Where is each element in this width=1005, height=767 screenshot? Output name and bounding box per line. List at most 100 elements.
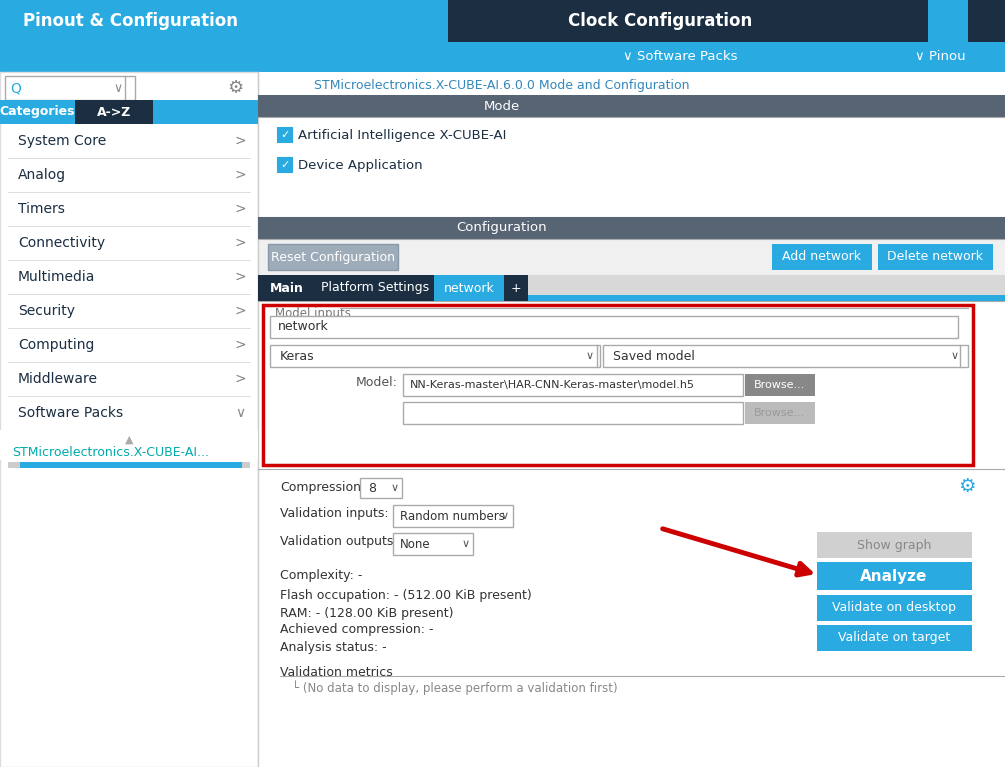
Text: >: > <box>234 338 246 352</box>
Bar <box>817 562 972 590</box>
Text: >: > <box>234 168 246 182</box>
Text: ∨ Pinou: ∨ Pinou <box>915 51 966 64</box>
Text: Random numbers: Random numbers <box>400 509 505 522</box>
Bar <box>278 128 292 142</box>
Text: network: network <box>443 281 494 295</box>
Text: Validate on desktop: Validate on desktop <box>832 601 956 614</box>
Text: Main: Main <box>270 281 304 295</box>
Text: >: > <box>234 202 246 216</box>
Bar <box>20 462 242 468</box>
Bar <box>5 76 135 100</box>
Text: ∨: ∨ <box>114 81 123 94</box>
Bar <box>0 100 258 124</box>
Text: ⚙: ⚙ <box>958 478 976 496</box>
Text: Saved model: Saved model <box>613 350 694 363</box>
Text: Platform Settings: Platform Settings <box>321 281 429 295</box>
Text: Keras: Keras <box>280 350 315 363</box>
Text: ✓: ✓ <box>280 130 289 140</box>
Bar <box>393 533 473 555</box>
Bar <box>8 462 250 468</box>
Text: Q: Q <box>10 81 21 95</box>
Text: None: None <box>400 538 430 551</box>
Bar <box>745 374 815 396</box>
Text: ∨ Software Packs: ∨ Software Packs <box>623 51 738 64</box>
Text: Model:: Model: <box>356 377 398 390</box>
Text: Validation inputs:: Validation inputs: <box>280 508 389 521</box>
Text: Browse...: Browse... <box>755 408 806 418</box>
Bar <box>603 345 968 367</box>
Bar <box>772 244 872 270</box>
Bar <box>393 505 513 527</box>
Text: +: + <box>511 281 522 295</box>
Text: Pinout & Configuration: Pinout & Configuration <box>22 12 237 30</box>
Text: Device Application: Device Application <box>298 159 423 172</box>
FancyArrowPatch shape <box>662 528 810 575</box>
Bar <box>270 345 600 367</box>
Bar <box>817 595 972 621</box>
Text: 8: 8 <box>368 482 376 495</box>
Text: Achieved compression: -: Achieved compression: - <box>280 624 433 637</box>
Text: ▲: ▲ <box>125 435 134 445</box>
Text: Categories: Categories <box>0 106 74 118</box>
Text: Delete network: Delete network <box>887 251 983 264</box>
Text: Security: Security <box>18 304 75 318</box>
Bar <box>316 275 434 301</box>
Bar <box>504 275 528 301</box>
Text: Analog: Analog <box>18 168 66 182</box>
Text: Timers: Timers <box>18 202 65 216</box>
Bar <box>278 158 292 172</box>
Text: Clock Configuration: Clock Configuration <box>568 12 752 30</box>
Bar <box>745 402 815 424</box>
Text: ⚙: ⚙ <box>227 79 243 97</box>
Text: >: > <box>234 372 246 386</box>
Text: Reset Configuration: Reset Configuration <box>271 251 395 264</box>
Text: >: > <box>234 270 246 284</box>
Bar <box>0 72 258 767</box>
Text: Analyze: Analyze <box>860 568 928 584</box>
Text: network: network <box>278 321 329 334</box>
Text: A->Z: A->Z <box>96 106 132 118</box>
Bar <box>258 301 1005 469</box>
Text: >: > <box>234 236 246 250</box>
Text: ∨: ∨ <box>500 511 510 521</box>
Text: Analysis status: -: Analysis status: - <box>280 640 387 653</box>
Text: Computing: Computing <box>18 338 94 352</box>
Text: ∨: ∨ <box>235 406 245 420</box>
Bar <box>528 295 1005 301</box>
Text: Middleware: Middleware <box>18 372 98 386</box>
Text: └ (No data to display, please perform a validation first): └ (No data to display, please perform a … <box>292 680 618 696</box>
Text: Complexity: -: Complexity: - <box>280 568 363 581</box>
Bar <box>268 244 398 270</box>
Text: NN-Keras-master\HAR-CNN-Keras-master\model.h5: NN-Keras-master\HAR-CNN-Keras-master\mod… <box>410 380 695 390</box>
Text: Artificial Intelligence X-CUBE-AI: Artificial Intelligence X-CUBE-AI <box>298 129 507 141</box>
Bar <box>403 374 743 396</box>
Text: ∨: ∨ <box>462 539 470 549</box>
Bar <box>968 0 1005 42</box>
Bar <box>258 239 1005 275</box>
Bar <box>0 0 1005 42</box>
Bar <box>817 625 972 651</box>
Bar <box>360 478 402 498</box>
Text: System Core: System Core <box>18 134 107 148</box>
Text: Flash occupation: - (512.00 KiB present): Flash occupation: - (512.00 KiB present) <box>280 588 532 601</box>
Bar <box>75 100 153 124</box>
Text: ✓: ✓ <box>280 160 289 170</box>
Text: Compression:: Compression: <box>280 480 365 493</box>
Text: Mode: Mode <box>483 100 521 113</box>
Bar <box>434 275 504 301</box>
Bar <box>270 316 958 338</box>
Bar <box>258 117 1005 217</box>
Bar <box>258 72 1005 767</box>
Bar <box>0 430 258 460</box>
Bar <box>258 275 1005 301</box>
Text: Connectivity: Connectivity <box>18 236 106 250</box>
Bar <box>448 0 928 42</box>
Text: Software Packs: Software Packs <box>18 406 124 420</box>
Text: Validate on target: Validate on target <box>838 631 950 644</box>
Bar <box>878 244 993 270</box>
Text: ∨: ∨ <box>391 483 399 493</box>
Text: Validation outputs:: Validation outputs: <box>280 535 398 548</box>
Text: Model inputs: Model inputs <box>275 307 351 320</box>
Text: Add network: Add network <box>783 251 861 264</box>
Text: Configuration: Configuration <box>456 222 548 235</box>
